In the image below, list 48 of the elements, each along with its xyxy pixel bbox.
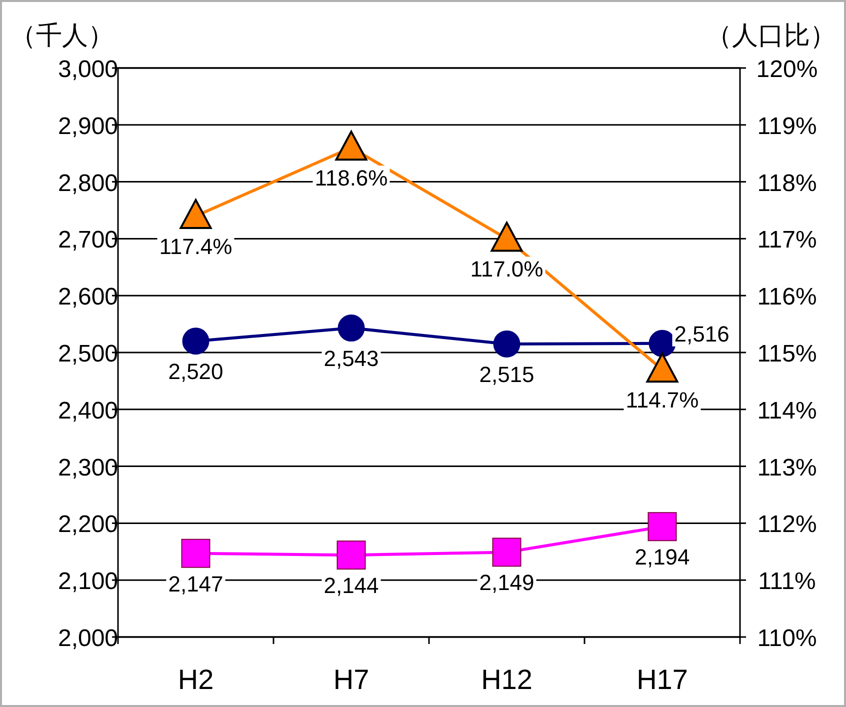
point — [492, 538, 522, 567]
data-label: 2,520 — [168, 359, 224, 384]
y2-tick-label: 111% — [758, 568, 816, 596]
data-label: 117.4% — [159, 234, 232, 259]
y-tick-label: 2,600 — [58, 284, 118, 311]
point — [336, 540, 366, 570]
data-label: 2,516 — [674, 321, 730, 346]
y2-tick-label: 116% — [757, 284, 817, 311]
y-tick-label: 2,000 — [58, 625, 118, 652]
point — [493, 330, 520, 358]
y2-tick-label: 115% — [757, 340, 817, 368]
point — [182, 328, 210, 355]
y2-tick-label: 120% — [756, 56, 818, 83]
data-label: 2,515 — [479, 362, 534, 387]
point — [648, 330, 676, 357]
data-label: 118.6% — [314, 166, 388, 191]
data-label: 2,144 — [324, 573, 379, 598]
data-label: 117.0% — [470, 256, 544, 282]
y2-tick-label: 117% — [757, 226, 817, 254]
y-tick-label: 2,700 — [58, 226, 118, 254]
point — [338, 314, 365, 342]
data-label: 2,543 — [324, 346, 379, 372]
y2-tick-label: 119% — [757, 112, 817, 140]
data-label: 114.7% — [626, 388, 699, 413]
y2-axis-title: （人口比） — [706, 20, 836, 50]
x-tick-label: H2 — [178, 664, 214, 695]
y2-tick-label: 112% — [757, 511, 817, 538]
y2-tick-label: 110% — [757, 625, 817, 652]
y-tick-label: 2,500 — [58, 340, 118, 368]
y2-tick-label: 114% — [757, 397, 817, 424]
y-axis-title: （千人） — [10, 20, 114, 50]
point — [181, 538, 210, 568]
data-label: 2,147 — [168, 571, 224, 596]
y-tick-label: 2,300 — [58, 454, 118, 482]
y2-tick-label: 118% — [757, 170, 817, 197]
data-label: 2,194 — [634, 544, 690, 570]
x-tick-label: H17 — [636, 664, 688, 695]
y-tick-label: 2,800 — [58, 170, 118, 197]
y-tick-label: 2,900 — [58, 112, 118, 140]
y-tick-label: 2,400 — [58, 397, 118, 424]
point — [648, 512, 677, 542]
x-tick-label: H7 — [333, 664, 370, 695]
data-label: 2,149 — [479, 570, 534, 596]
y-tick-label: 2,200 — [58, 511, 118, 538]
y2-tick-label: 113% — [757, 454, 817, 482]
y-tick-label: 2,100 — [58, 568, 118, 596]
x-tick-label: H12 — [481, 664, 532, 695]
y-tick-label: 3,000 — [58, 56, 118, 83]
